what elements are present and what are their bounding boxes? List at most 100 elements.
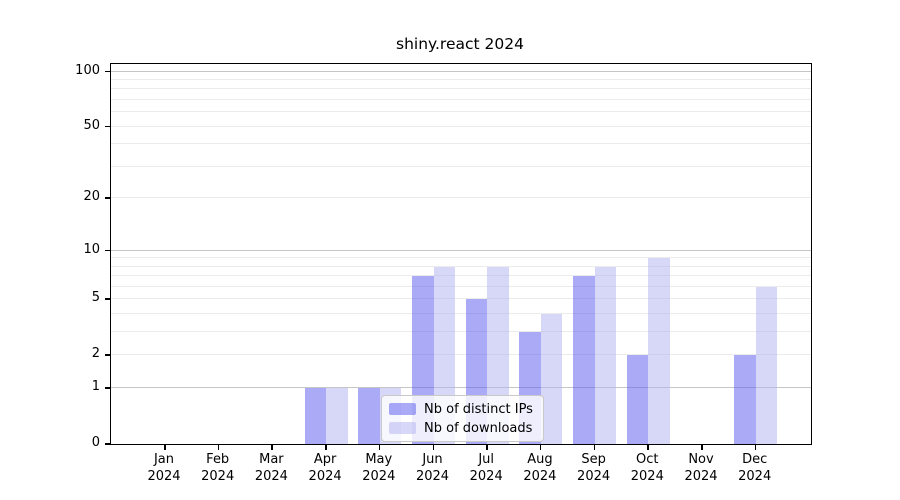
y-tick-label-0: 0 xyxy=(91,435,100,450)
gridline-major-1 xyxy=(111,387,811,389)
x-tick-label-sep: Sep 2024 xyxy=(564,451,624,485)
x-tick-mark-mar xyxy=(271,444,273,450)
x-tick-month: Aug xyxy=(527,452,553,467)
y-tick-label-5: 5 xyxy=(91,290,100,306)
bar-distinct-ips-oct xyxy=(626,355,649,444)
y-tick-label-20: 20 xyxy=(83,189,100,205)
x-tick-label-aug: Aug 2024 xyxy=(510,451,570,485)
x-tick-mark-sep xyxy=(593,444,596,450)
x-tick-month: Apr xyxy=(313,452,337,467)
x-tick-year: 2024 xyxy=(147,469,181,484)
gridline-minor-70 xyxy=(111,99,811,101)
legend-item-distinct-ips: Nb of distinct IPs xyxy=(389,402,536,417)
x-tick-label-jan: Jan 2024 xyxy=(134,451,194,485)
x-tick-label-dec: Dec 2024 xyxy=(725,451,785,485)
y-tick-mark-10 xyxy=(105,249,110,252)
gridline-minor-9 xyxy=(111,257,811,259)
x-tick-label-feb: Feb 2024 xyxy=(188,451,248,485)
gridline-minor-4 xyxy=(111,313,811,315)
gridline-minor-90 xyxy=(111,79,811,81)
gridline-minor-8 xyxy=(111,265,811,267)
gridline-major-100 xyxy=(111,70,811,72)
x-tick-year: 2024 xyxy=(523,469,557,484)
gridline-minor-20 xyxy=(111,197,811,199)
y-tick-label-50: 50 xyxy=(83,117,100,133)
bar-distinct-ips-sep xyxy=(573,276,595,444)
y-tick-mark-5 xyxy=(105,298,110,300)
legend-label-distinct-ips: Nb of distinct IPs xyxy=(424,401,533,417)
legend-label-downloads: Nb of downloads xyxy=(424,420,533,436)
x-tick-month: Jan xyxy=(153,452,175,467)
gridline-minor-3 xyxy=(111,331,811,333)
x-tick-year: 2024 xyxy=(630,469,664,484)
gridline-minor-5 xyxy=(111,298,811,300)
x-tick-month: Jun xyxy=(422,452,443,467)
y-tick-mark-2 xyxy=(105,354,110,356)
chart-title: shiny.react 2024 xyxy=(396,35,524,53)
x-tick-label-nov: Nov 2024 xyxy=(671,451,731,485)
x-tick-year: 2024 xyxy=(577,469,611,484)
x-tick-year: 2024 xyxy=(684,469,718,484)
x-tick-year: 2024 xyxy=(201,469,235,484)
y-tick-label-10: 10 xyxy=(83,241,100,257)
x-tick-year: 2024 xyxy=(362,469,396,484)
x-tick-label-jun: Jun 2024 xyxy=(403,451,463,485)
gridline-minor-60 xyxy=(111,111,811,113)
bar-distinct-ips-may xyxy=(358,388,380,444)
x-tick-label-oct: Oct 2024 xyxy=(617,451,677,485)
y-tick-mark-0 xyxy=(105,443,110,445)
gridline-minor-2 xyxy=(111,354,811,356)
y-tick-mark-20 xyxy=(105,197,110,199)
x-tick-mark-jan xyxy=(164,444,166,450)
x-tick-month: Sep xyxy=(581,452,606,467)
legend: Nb of distinct IPs Nb of downloads xyxy=(381,395,544,442)
x-tick-mark-feb xyxy=(217,444,220,450)
grid-layer xyxy=(111,64,811,444)
legend-swatch-downloads xyxy=(389,422,416,434)
legend-item-downloads: Nb of downloads xyxy=(389,421,536,436)
gridline-minor-6 xyxy=(111,286,811,287)
gridline-minor-30 xyxy=(111,165,811,167)
gridline-minor-50 xyxy=(111,125,811,127)
x-tick-month: Nov xyxy=(688,452,714,467)
x-tick-label-mar: Mar 2024 xyxy=(241,451,301,485)
y-tick-label-1: 1 xyxy=(91,379,100,395)
gridline-minor-40 xyxy=(111,143,811,145)
gridline-minor-80 xyxy=(111,88,811,90)
plot-area: Nb of distinct IPs Nb of downloads xyxy=(110,63,812,445)
x-tick-mark-jun xyxy=(432,444,434,450)
x-tick-year: 2024 xyxy=(254,469,288,484)
x-tick-mark-dec xyxy=(754,444,757,450)
x-tick-mark-jul xyxy=(486,444,488,450)
y-tick-label-2: 2 xyxy=(91,346,100,362)
bar-downloads-sep xyxy=(594,266,617,444)
bar-downloads-apr xyxy=(326,388,348,444)
y-tick-mark-50 xyxy=(105,125,110,128)
bar-downloads-dec xyxy=(755,287,778,444)
x-tick-label-may: May 2024 xyxy=(349,451,409,485)
x-tick-mark-nov xyxy=(701,444,703,450)
x-tick-label-jul: Jul 2024 xyxy=(456,451,516,485)
x-tick-month: May xyxy=(365,452,393,467)
x-tick-year: 2024 xyxy=(308,469,342,484)
x-tick-year: 2024 xyxy=(738,469,772,484)
x-tick-month: Feb xyxy=(206,452,230,467)
legend-swatch-distinct-ips xyxy=(389,403,416,415)
x-tick-month: Jul xyxy=(478,452,495,467)
x-tick-year: 2024 xyxy=(469,469,503,484)
x-tick-mark-oct xyxy=(647,444,649,450)
x-tick-label-apr: Apr 2024 xyxy=(295,451,355,485)
y-tick-mark-100 xyxy=(105,70,110,73)
x-tick-mark-apr xyxy=(325,444,327,450)
bar-downloads-aug xyxy=(540,314,563,444)
x-tick-mark-aug xyxy=(539,444,542,450)
x-tick-month: Dec xyxy=(742,452,768,467)
gridline-major-10 xyxy=(111,249,811,251)
x-tick-month: Mar xyxy=(259,452,284,467)
bar-layer xyxy=(111,64,811,444)
bar-distinct-ips-apr xyxy=(304,388,327,444)
y-tick-mark-1 xyxy=(105,387,110,389)
x-tick-year: 2024 xyxy=(415,469,450,484)
gridline-minor-7 xyxy=(111,275,811,277)
